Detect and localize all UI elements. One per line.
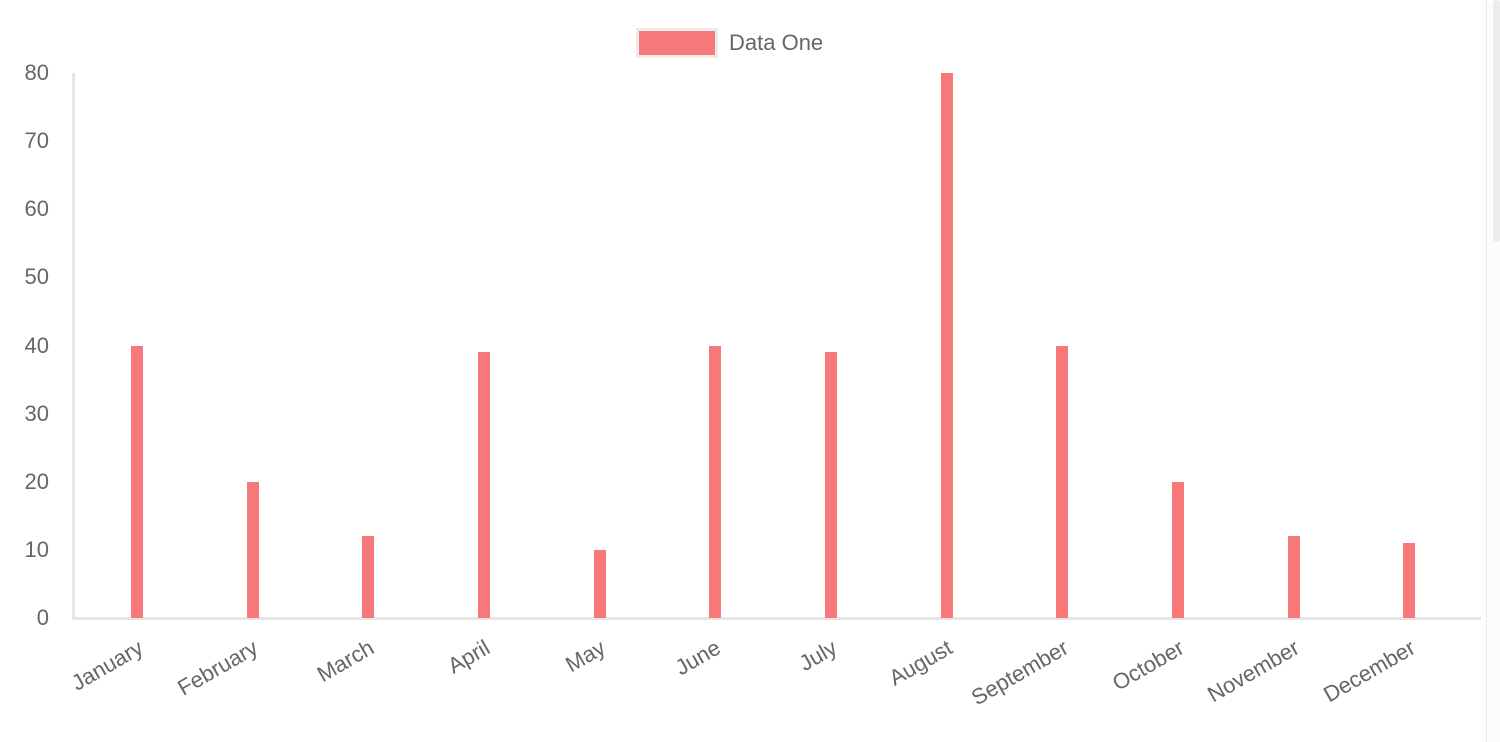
y-tick-label-0: 0 xyxy=(36,605,49,630)
bar-april[interactable] xyxy=(477,352,490,618)
y-tick-label-20: 20 xyxy=(24,468,49,494)
y-tick-label-70: 70 xyxy=(24,128,49,154)
y-tick-label-40: 40 xyxy=(24,332,49,358)
legend: Data One xyxy=(636,28,823,58)
bar-july[interactable] xyxy=(824,352,837,618)
y-axis-line xyxy=(72,73,75,620)
scrollbar-track[interactable] xyxy=(1486,0,1500,742)
scrollbar-thumb[interactable] xyxy=(1493,0,1500,242)
x-label-june: June xyxy=(671,634,726,681)
bar-february[interactable] xyxy=(246,481,259,618)
bar-august[interactable] xyxy=(940,73,953,618)
legend-item-data-one[interactable]: Data One xyxy=(636,28,823,58)
x-label-november: November xyxy=(1203,634,1304,708)
x-label-december: December xyxy=(1318,634,1420,708)
bar-september[interactable] xyxy=(1056,345,1069,618)
y-tick-label-50: 50 xyxy=(24,264,49,290)
x-label-february: February xyxy=(173,634,263,701)
bar-june[interactable] xyxy=(709,345,722,618)
x-label-april: April xyxy=(443,634,494,679)
bar-october[interactable] xyxy=(1171,481,1184,618)
y-tick-label-10: 10 xyxy=(24,536,49,562)
bar-november[interactable] xyxy=(1287,536,1300,618)
x-axis-line xyxy=(72,617,1481,620)
x-label-august: August xyxy=(884,634,957,691)
x-label-may: May xyxy=(561,634,610,678)
x-label-october: October xyxy=(1107,634,1188,696)
x-label-july: July xyxy=(794,634,841,676)
bar-march[interactable] xyxy=(362,536,375,618)
y-tick-label-30: 30 xyxy=(24,400,49,426)
x-label-january: January xyxy=(66,634,147,696)
y-tick-label-60: 60 xyxy=(24,196,49,222)
y-tick-label-80: 80 xyxy=(24,60,49,85)
x-label-march: March xyxy=(312,634,379,687)
bar-december[interactable] xyxy=(1403,543,1416,618)
bar-may[interactable] xyxy=(593,549,606,618)
bar-january[interactable] xyxy=(130,345,143,618)
legend-label: Data One xyxy=(729,30,824,55)
x-label-september: September xyxy=(966,634,1073,711)
legend-swatch xyxy=(636,28,718,58)
